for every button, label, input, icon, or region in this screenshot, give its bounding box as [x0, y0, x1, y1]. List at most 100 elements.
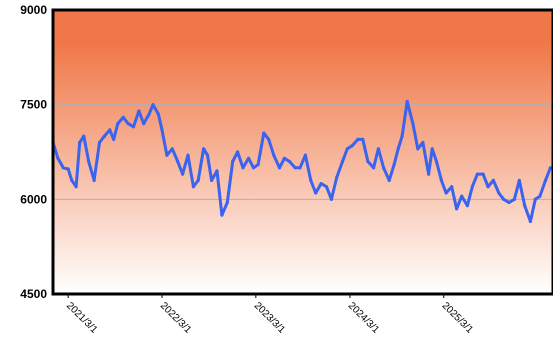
data-point [416, 147, 420, 151]
data-point [366, 159, 370, 164]
data-point [225, 200, 229, 205]
data-point [282, 156, 286, 160]
data-point [170, 147, 174, 151]
data-point [465, 204, 469, 208]
data-point [70, 178, 74, 182]
data-point [533, 197, 537, 201]
data-point [82, 134, 86, 138]
data-point [186, 153, 190, 157]
data-point [444, 191, 448, 195]
data-point [430, 147, 434, 151]
data-point [345, 147, 349, 151]
data-point [56, 156, 60, 160]
data-point [392, 163, 396, 167]
y-tick-label: 6000 [20, 192, 47, 206]
data-point [512, 197, 517, 201]
data-point [548, 166, 553, 170]
plot-background [53, 10, 553, 294]
y-axis: 4500 6000 7500 9000 [20, 3, 47, 301]
data-point [361, 137, 365, 141]
x-tick-label: 2025/3/1 [440, 300, 476, 336]
data-point [382, 166, 386, 170]
data-point [137, 109, 141, 113]
x-axis: 2021/3/1 2022/3/1 2023/3/1 2024/3/1 2025/3/1 [64, 294, 475, 336]
data-point [151, 103, 155, 107]
y-tick-label: 4500 [20, 287, 47, 301]
x-tick-label: 2022/3/1 [158, 300, 194, 336]
data-point [543, 178, 548, 182]
data-point [387, 178, 391, 182]
data-point [356, 137, 360, 141]
data-point [523, 204, 527, 208]
data-point [303, 153, 307, 157]
data-point [528, 219, 533, 223]
data-point [165, 153, 169, 157]
data-point [112, 137, 116, 141]
data-point [66, 167, 70, 171]
data-point [335, 175, 339, 179]
data-point [470, 185, 474, 189]
data-point [411, 122, 415, 126]
data-point [400, 134, 404, 138]
data-point [241, 166, 245, 170]
x-tick-label: 2023/3/1 [252, 300, 288, 336]
series-group [51, 99, 553, 223]
data-point [92, 178, 96, 182]
data-point [491, 178, 495, 182]
data-point [251, 166, 256, 170]
data-point [102, 134, 106, 138]
data-point [405, 99, 409, 104]
data-point [340, 159, 345, 164]
data-point [176, 159, 180, 164]
data-point [108, 128, 112, 132]
data-point [293, 166, 297, 170]
data-point [236, 150, 240, 154]
data-point [142, 122, 146, 126]
data-point [287, 159, 292, 164]
plot-frame [51, 8, 553, 296]
data-point [455, 207, 459, 211]
data-point [507, 200, 511, 205]
data-point [502, 197, 506, 201]
data-point [298, 166, 302, 170]
data-point [196, 178, 200, 182]
data-point [481, 172, 485, 176]
data-point [329, 197, 333, 201]
data-point [74, 185, 78, 189]
data-point [121, 115, 125, 119]
data-point [517, 178, 521, 182]
data-point [272, 153, 276, 157]
data-point [147, 112, 151, 116]
data-point [350, 144, 354, 148]
data-point [309, 178, 313, 182]
data-point [160, 128, 164, 132]
data-point [262, 131, 266, 135]
x-tick-label: 2024/3/1 [346, 300, 382, 336]
data-point [396, 147, 400, 151]
data-point [97, 140, 102, 145]
data-point [486, 185, 490, 189]
y-tick-label: 9000 [20, 3, 47, 17]
data-point [78, 140, 82, 145]
data-point [439, 178, 443, 182]
data-point [434, 159, 439, 164]
data-point [210, 178, 214, 182]
data-point [247, 156, 251, 160]
data-point [450, 185, 454, 189]
data-point [126, 122, 130, 126]
data-point [256, 163, 260, 167]
data-point [61, 166, 65, 170]
data-point [131, 125, 136, 129]
data-point [116, 122, 120, 126]
data-point [220, 213, 224, 217]
data-point [191, 185, 195, 189]
data-point [277, 166, 282, 170]
data-point [421, 140, 425, 145]
data-point [460, 194, 464, 198]
x-tick-label: 2021/3/1 [64, 300, 100, 336]
data-point [376, 147, 380, 151]
data-point [497, 191, 501, 195]
data-point [314, 191, 318, 195]
series-line [51, 100, 552, 223]
